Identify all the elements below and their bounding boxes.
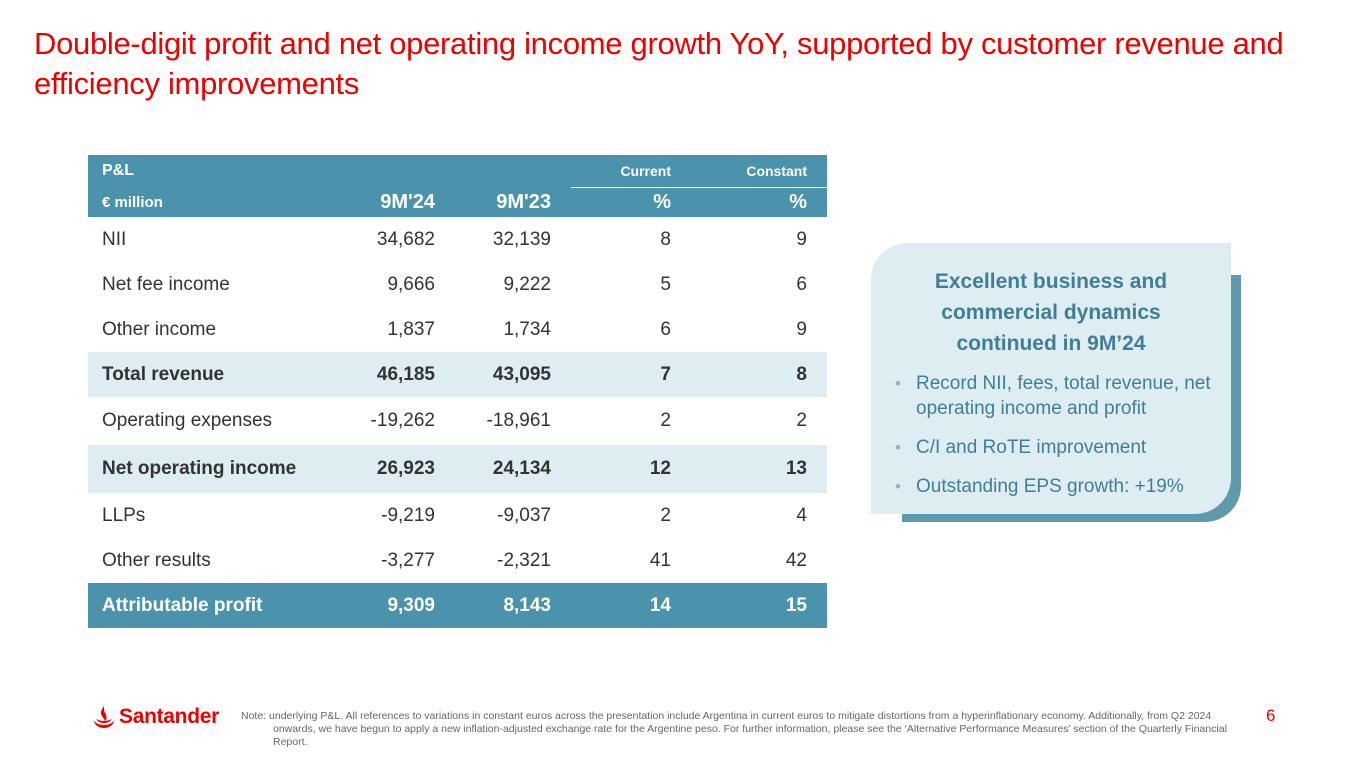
row-label: Net operating income bbox=[88, 445, 331, 493]
pct-constant: 9 bbox=[796, 318, 807, 340]
constant-header: Constant bbox=[691, 155, 827, 188]
table-row-highlight: Net operating income 26,923 24,134 12 13 bbox=[88, 445, 827, 493]
table-row: Net fee income 9,666 9,222 5 6 bbox=[88, 262, 827, 307]
pct-current: 6 bbox=[660, 318, 671, 340]
table-header-row-2: € million 9M'24 9M'23 % % bbox=[88, 186, 827, 217]
row-label: Other income bbox=[102, 318, 217, 340]
value-9m23: 43,095 bbox=[455, 352, 571, 397]
row-label: Attributable profit bbox=[88, 583, 331, 628]
value-9m24: 9,666 bbox=[387, 273, 435, 295]
list-item: • Record NII, fees, total revenue, net op… bbox=[895, 373, 1211, 419]
pct-current: 14 bbox=[571, 583, 691, 628]
pct-current: 12 bbox=[571, 445, 691, 493]
pct-constant: 9 bbox=[796, 228, 807, 250]
pct-current-header: % bbox=[571, 186, 691, 217]
list-item: • C/I and RoTE improvement bbox=[895, 437, 1147, 458]
row-label: LLPs bbox=[102, 504, 146, 526]
row-label: Net fee income bbox=[102, 273, 230, 295]
row-label: NII bbox=[102, 228, 127, 250]
pct-current: 8 bbox=[660, 228, 671, 250]
santander-logo: Santander bbox=[93, 704, 219, 730]
table-row: Operating expenses -19,262 -18,961 2 2 bbox=[88, 397, 827, 445]
table-row: LLPs -9,219 -9,037 2 4 bbox=[88, 493, 827, 538]
brand-name: Santander bbox=[119, 705, 219, 728]
pct-current: 41 bbox=[649, 549, 671, 571]
pct-constant: 8 bbox=[691, 352, 827, 397]
table-row: Other income 1,837 1,734 6 9 bbox=[88, 307, 827, 352]
flame-icon bbox=[94, 706, 114, 728]
value-9m24: -9,219 bbox=[381, 504, 435, 526]
bullet-icon: • bbox=[895, 477, 901, 496]
table-row-total: Attributable profit 9,309 8,143 14 15 bbox=[88, 583, 827, 628]
table-row: Other results -3,277 -2,321 41 42 bbox=[88, 538, 827, 583]
pct-constant: 6 bbox=[796, 273, 807, 295]
callout-title: Excellent business and commercial dynami… bbox=[934, 270, 1168, 355]
value-9m24: 1,837 bbox=[387, 318, 435, 340]
value-9m23: 9,222 bbox=[503, 273, 551, 295]
row-label: Other results bbox=[102, 549, 211, 571]
callout-box: Excellent business and commercial dynami… bbox=[871, 243, 1231, 514]
table-header-row-1: P&L Current Constant bbox=[88, 155, 827, 188]
value-9m23: -9,037 bbox=[497, 504, 551, 526]
pct-constant-header: % bbox=[691, 186, 827, 217]
value-9m24: 26,923 bbox=[331, 445, 455, 493]
value-9m23: 32,139 bbox=[492, 228, 551, 250]
value-9m24: 9,309 bbox=[331, 583, 455, 628]
row-label: Total revenue bbox=[88, 352, 331, 397]
row-label: Operating expenses bbox=[102, 410, 273, 431]
unit-header: € million bbox=[88, 187, 331, 217]
value-9m23: 1,734 bbox=[503, 318, 551, 340]
slide-title: Double-digit profit and net operating in… bbox=[34, 26, 1284, 101]
pct-constant: 13 bbox=[691, 445, 827, 493]
pl-header: P&L bbox=[88, 155, 331, 187]
value-9m24: -19,262 bbox=[370, 410, 435, 431]
footnote: Note: underlying P&L. All references to … bbox=[241, 710, 1227, 748]
pct-constant: 42 bbox=[785, 549, 807, 571]
table-row-highlight: Total revenue 46,185 43,095 7 8 bbox=[88, 352, 827, 397]
table-row: NII 34,682 32,139 8 9 bbox=[88, 217, 827, 262]
value-9m23: 8,143 bbox=[455, 583, 571, 628]
pct-current: 2 bbox=[660, 410, 671, 431]
value-9m24: -3,277 bbox=[381, 549, 435, 571]
pct-constant: 2 bbox=[796, 410, 807, 431]
current-header: Current bbox=[571, 155, 691, 188]
value-9m23: -2,321 bbox=[497, 549, 551, 571]
callout-bullets: • Record NII, fees, total revenue, net op… bbox=[895, 371, 1225, 513]
bullet-icon: • bbox=[895, 374, 901, 393]
value-9m23: 24,134 bbox=[455, 445, 571, 493]
list-item: • Outstanding EPS growth: +19% bbox=[895, 476, 1184, 497]
pct-current: 5 bbox=[660, 273, 671, 295]
value-9m23: -18,961 bbox=[486, 410, 551, 431]
pct-current: 7 bbox=[571, 352, 691, 397]
col-9m24-header: 9M'24 bbox=[331, 187, 455, 217]
pct-constant: 15 bbox=[691, 583, 827, 628]
value-9m24: 46,185 bbox=[331, 352, 455, 397]
col-9m23-header: 9M'23 bbox=[455, 187, 571, 217]
value-9m24: 34,682 bbox=[376, 228, 435, 250]
pct-current: 2 bbox=[660, 504, 671, 526]
page-number: 6 bbox=[1266, 706, 1276, 725]
bullet-icon: • bbox=[895, 438, 901, 457]
pl-table: P&L Current Constant € million 9M'24 9M'… bbox=[88, 155, 827, 628]
pct-constant: 4 bbox=[796, 504, 807, 526]
